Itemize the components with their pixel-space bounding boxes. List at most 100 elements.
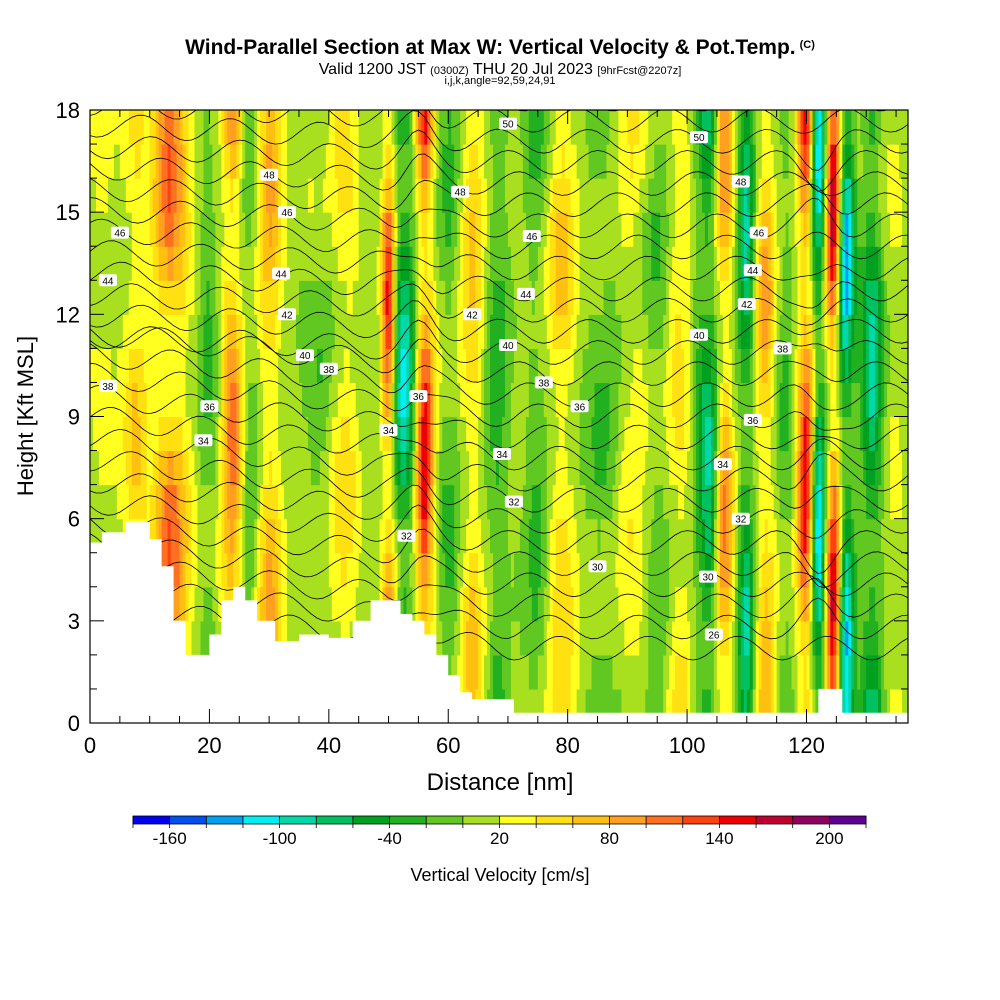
velocity-cell	[525, 654, 530, 690]
velocity-cell	[746, 178, 751, 213]
velocity-cell	[663, 654, 667, 690]
velocity-cell	[693, 552, 697, 588]
velocity-cell	[707, 586, 712, 622]
velocity-cell	[639, 314, 643, 349]
velocity-cell	[597, 348, 602, 384]
velocity-cell	[675, 484, 679, 520]
velocity-cell	[463, 450, 467, 486]
velocity-cell	[860, 178, 864, 213]
velocity-cell	[842, 348, 846, 384]
velocity-cell	[719, 382, 724, 418]
velocity-cell	[636, 110, 640, 145]
velocity-cell	[657, 212, 661, 247]
velocity-cell	[722, 688, 727, 723]
velocity-cell	[627, 552, 631, 588]
velocity-cell	[233, 246, 237, 281]
velocity-cell	[484, 654, 488, 690]
velocity-cell	[731, 382, 736, 418]
velocity-cell	[352, 212, 357, 247]
velocity-cell	[794, 518, 799, 554]
velocity-cell	[585, 212, 590, 247]
velocity-cell	[690, 654, 694, 690]
velocity-cell	[606, 280, 611, 315]
velocity-cell	[660, 654, 664, 690]
velocity-cell	[704, 348, 709, 384]
velocity-cell	[158, 382, 163, 418]
velocity-cell	[579, 586, 584, 622]
velocity-cell	[860, 348, 864, 384]
velocity-cell	[905, 110, 908, 145]
isentrope-line	[90, 261, 908, 309]
velocity-cell	[388, 552, 393, 588]
velocity-cell	[295, 382, 300, 418]
velocity-cell	[737, 246, 742, 281]
velocity-cell	[809, 552, 814, 588]
velocity-cell	[863, 212, 867, 247]
velocity-cell	[507, 246, 512, 281]
velocity-cell	[251, 382, 255, 418]
velocity-cell	[693, 654, 697, 690]
velocity-cell	[385, 552, 390, 588]
velocity-cell	[573, 178, 578, 213]
velocity-cell	[298, 212, 303, 247]
velocity-cell	[325, 212, 330, 247]
velocity-cell	[487, 246, 491, 281]
velocity-cell	[878, 246, 882, 281]
velocity-cell	[331, 416, 336, 452]
velocity-cell	[624, 212, 628, 247]
velocity-cell	[863, 688, 867, 723]
velocity-cell	[878, 280, 882, 315]
velocity-cell	[585, 416, 590, 452]
velocity-cell	[833, 178, 837, 213]
velocity-cell	[415, 212, 419, 247]
velocity-cell	[779, 314, 784, 349]
velocity-cell	[451, 280, 455, 315]
velocity-cell	[364, 450, 369, 486]
velocity-cell	[737, 314, 742, 349]
velocity-cell	[785, 178, 790, 213]
velocity-cell	[639, 518, 643, 554]
velocity-cell	[905, 654, 908, 690]
velocity-cell	[484, 314, 488, 349]
velocity-cell	[851, 246, 855, 281]
velocity-cell	[436, 246, 440, 281]
velocity-cell	[743, 144, 748, 179]
velocity-cell	[812, 484, 817, 520]
velocity-cell	[322, 246, 327, 281]
velocity-cell	[654, 212, 658, 247]
velocity-cell	[675, 552, 679, 588]
velocity-cell	[899, 688, 903, 723]
velocity-cell	[487, 144, 491, 179]
velocity-cell	[704, 450, 709, 486]
velocity-cell	[618, 178, 623, 213]
velocity-cell	[693, 212, 697, 247]
velocity-cell	[119, 246, 124, 281]
isentrope-line	[90, 240, 908, 281]
velocity-cell	[528, 178, 533, 213]
velocity-cell	[185, 314, 190, 349]
velocity-cell	[272, 518, 276, 554]
velocity-cell	[767, 314, 772, 349]
velocity-cell	[758, 246, 763, 281]
velocity-cell	[445, 382, 449, 418]
velocity-cell	[621, 688, 625, 723]
velocity-cell	[278, 382, 282, 418]
velocity-cell	[666, 144, 670, 179]
velocity-cell	[812, 416, 817, 452]
velocity-cell	[152, 416, 157, 452]
velocity-cell	[588, 450, 593, 486]
velocity-cell	[284, 382, 288, 418]
velocity-cell	[457, 212, 461, 247]
velocity-cell	[531, 620, 536, 656]
velocity-cell	[448, 144, 452, 179]
velocity-cell	[242, 314, 246, 349]
velocity-cell	[725, 620, 730, 656]
velocity-cell	[466, 110, 470, 145]
velocity-cell	[415, 416, 419, 452]
velocity-cell	[776, 212, 781, 247]
velocity-cell	[227, 280, 231, 315]
velocity-cell	[209, 450, 214, 486]
velocity-cell	[510, 212, 515, 247]
velocity-cell	[146, 110, 151, 145]
velocity-cell	[472, 178, 476, 213]
